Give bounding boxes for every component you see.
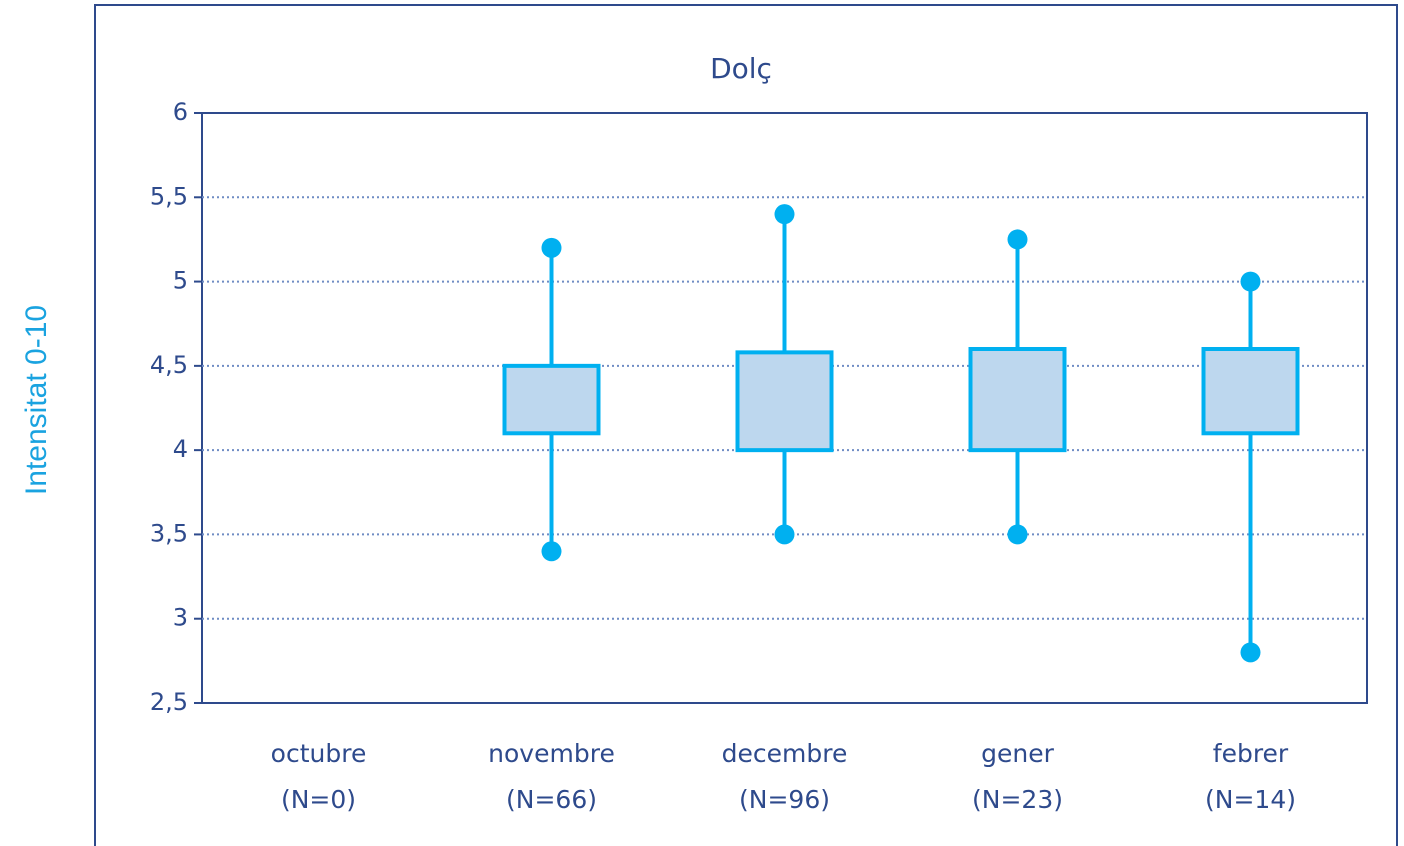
box (1201, 347, 1300, 436)
whisker-max (1007, 229, 1028, 250)
x-tick-label: novembre (488, 739, 615, 768)
box (502, 363, 601, 436)
box (735, 350, 834, 453)
y-tick-label: 2,5 (150, 688, 188, 716)
frame (94, 4, 1398, 846)
x-tick-label: (N=23) (972, 785, 1063, 814)
y-tick-label: 6 (173, 98, 188, 126)
x-tick-label: decembre (722, 739, 848, 768)
x-tick-label: (N=66) (506, 785, 597, 814)
x-tick-label: (N=0) (281, 785, 356, 814)
x-tick-label: febrer (1213, 739, 1289, 768)
whisker-min (1007, 524, 1028, 545)
x-tick-label: (N=96) (739, 785, 830, 814)
whisker-min (541, 541, 562, 562)
x-tick-label: octubre (271, 739, 367, 768)
x-tick-label: gener (981, 739, 1054, 768)
box (968, 347, 1067, 453)
whisker-min (1240, 642, 1261, 663)
whisker-max (1240, 271, 1261, 292)
y-tick-label: 3,5 (150, 519, 188, 547)
whisker-max (541, 237, 562, 258)
y-tick-label: 4 (173, 435, 188, 463)
plot-area (201, 112, 1368, 704)
y-tick-label: 5,5 (150, 182, 188, 210)
x-tick-label: (N=14) (1205, 785, 1296, 814)
y-tick-label: 5 (173, 267, 188, 295)
y-tick-label: 4,5 (150, 351, 188, 379)
chart-title: Dolç (710, 52, 772, 85)
y-tick-label: 3 (173, 604, 188, 632)
whisker-min (774, 524, 795, 545)
y-axis-label: Intensitat 0-10 (20, 305, 53, 495)
whisker-max (774, 204, 795, 225)
